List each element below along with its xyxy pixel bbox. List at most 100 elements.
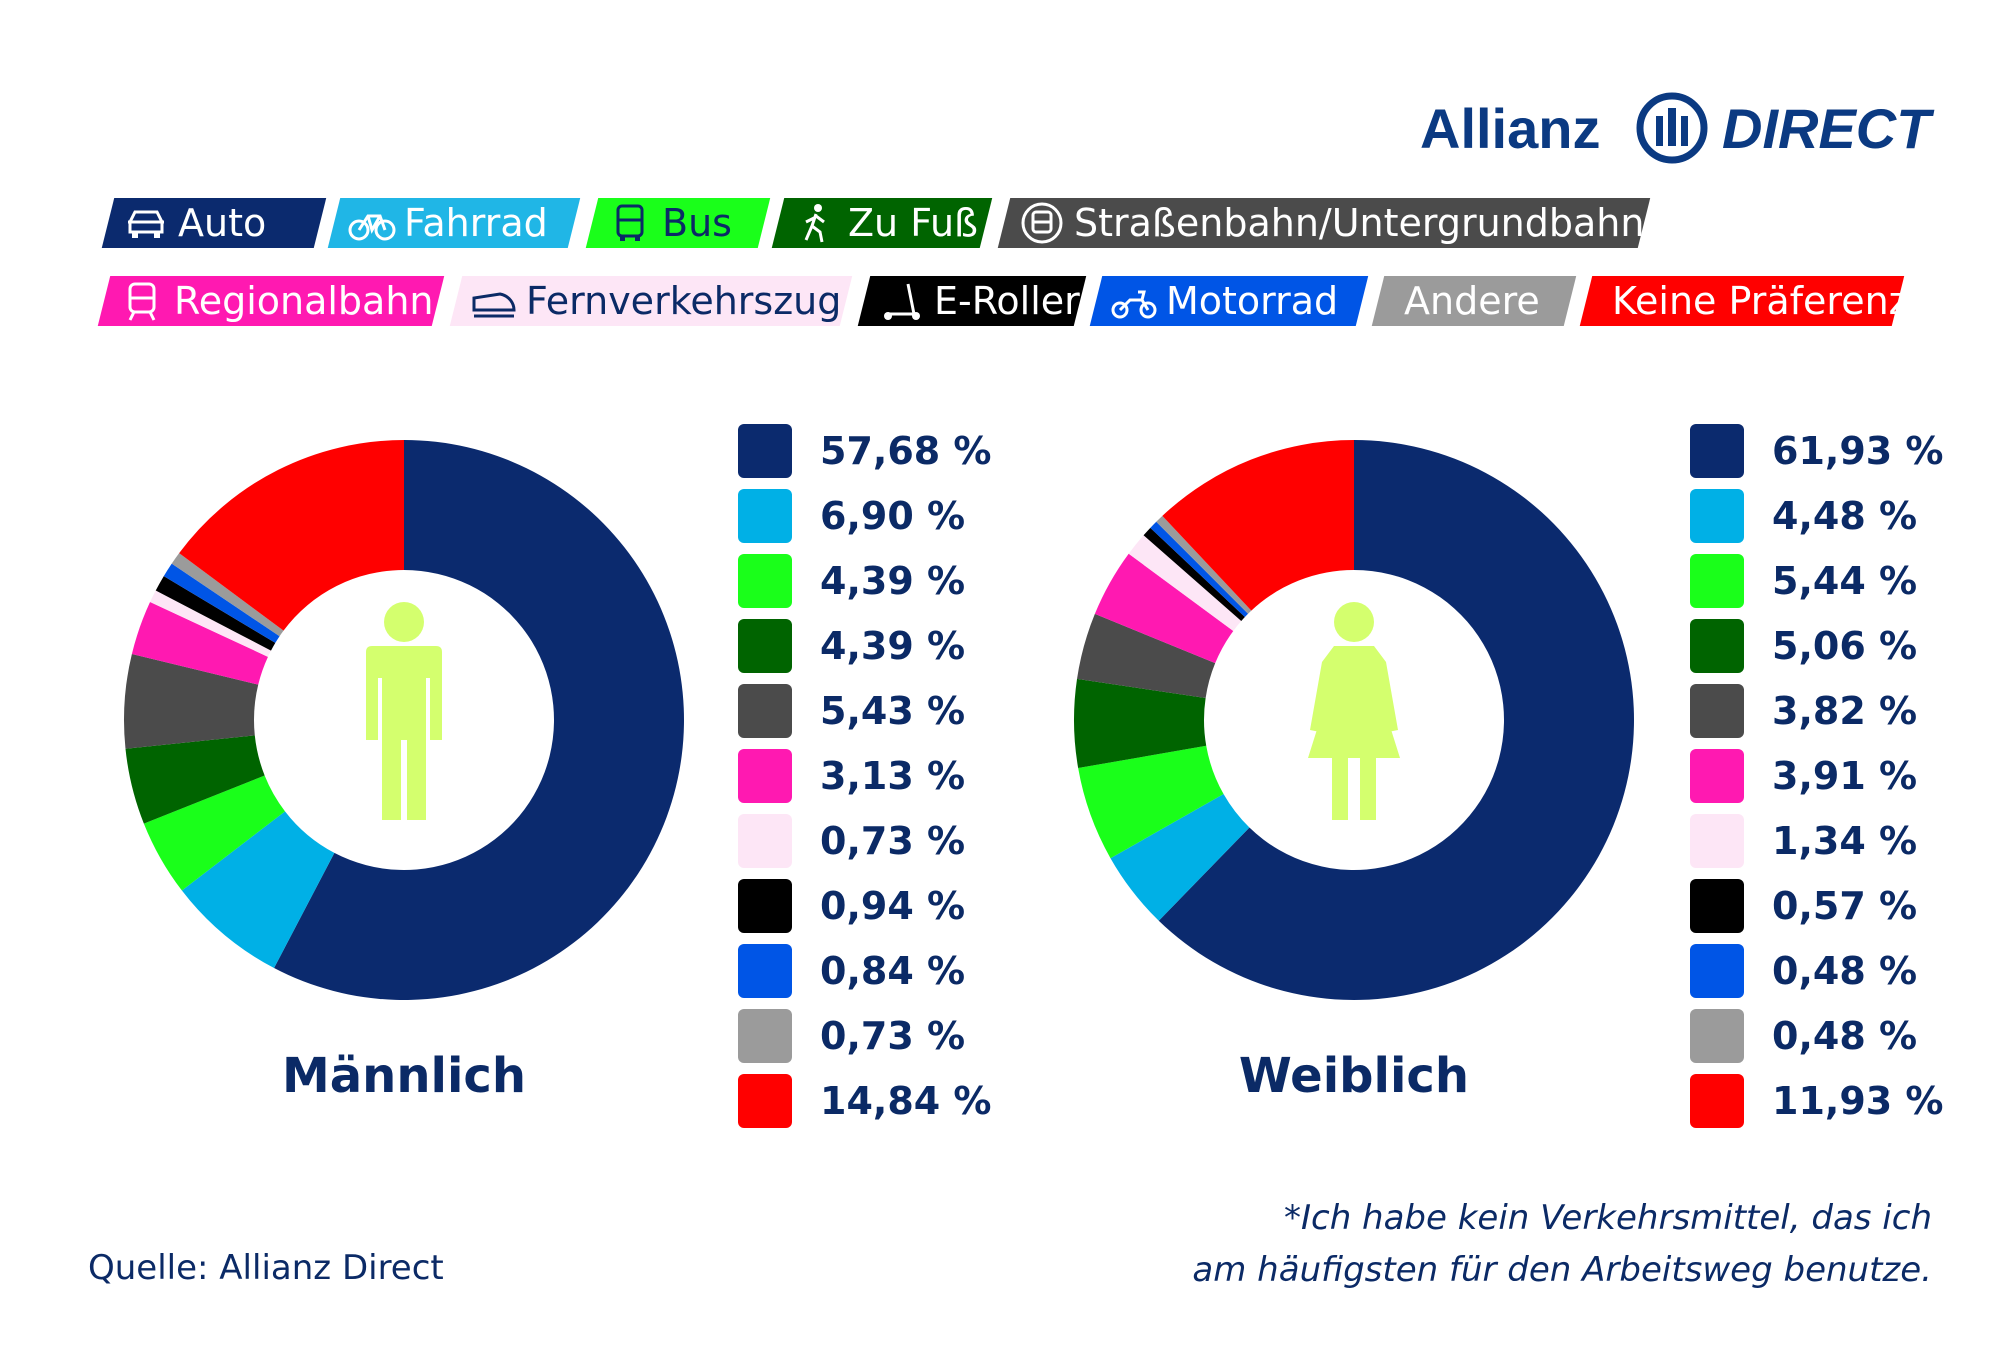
slice-zu-fuss [1074,678,1207,769]
chart-title-maennlich: Männlich [281,1048,527,1104]
legend-chip-zu-fuss: Zu Fuß [771,198,993,248]
value-row-keine-praeferenz: 14,84 % [738,1068,1038,1133]
footnote-line-1: *Ich habe kein Verkehrsmittel, das ich [1283,1198,1932,1238]
value-swatch [1690,878,1744,933]
slice-andere [1156,515,1252,614]
value-row-fahrrad: 6,90 % [738,483,1038,548]
legend-chip-regionalbahn: Regionalbahn [97,276,445,326]
slice-fahrrad [181,811,335,969]
values-list-maennlich: 57,68 % 6,90 % 4,39 % 4,39 % 5,43 % 3,13 % 0,7… [738,418,1038,1133]
value-label: 0,48 % [1772,948,1918,993]
slice-strassenbahn-untergrundbahn [1077,613,1216,698]
value-swatch [738,423,792,478]
value-swatch [1690,553,1744,608]
value-row-zu-fuss: 4,39 % [738,613,1038,678]
source-text: Quelle: Allianz Direct [88,1248,444,1288]
value-swatch [1690,1073,1744,1128]
value-label: 57,68 % [820,428,992,473]
value-swatch [738,1073,792,1128]
legend-chip-bus: Bus [585,198,771,248]
legend-row-2: Regionalbahn Fernverkehrszug E-Roller Mo… [0,276,2000,328]
value-swatch [738,553,792,608]
legend-label: Straßenbahn/Untergrundbahn [1074,201,1645,245]
legend-label: E-Roller [934,279,1080,323]
donut-chart-maennlich [123,440,684,1001]
value-label: 0,73 % [820,818,966,863]
value-row-fernverkehrszug: 0,73 % [738,808,1038,873]
male-person-icon [366,602,442,820]
value-row-strassenbahn-untergrundbahn: 3,82 % [1690,678,1990,743]
legend-chip-andere: Andere [1371,276,1577,326]
allianz-direct-logo: Allianz DIRECT [1420,92,1935,164]
value-label: 0,57 % [1772,883,1918,928]
legend-chip-fernverkehrszug: Fernverkehrszug [449,276,853,326]
value-label: 3,82 % [1772,688,1918,733]
value-label: 0,73 % [820,1013,966,1058]
value-swatch [1690,813,1744,868]
motorcycle-icon [1111,290,1157,319]
value-row-strassenbahn-untergrundbahn: 5,43 % [738,678,1038,743]
value-label: 3,13 % [820,753,966,798]
legend-chip-keine-praeferenz: Keine Präferenz* [1579,276,1928,326]
value-row-zu-fuss: 5,06 % [1690,613,1990,678]
car-icon [128,210,164,238]
value-swatch [738,748,792,803]
value-swatch [1690,488,1744,543]
donut-chart-weiblich [1074,440,1634,1000]
legend-chip-e-roller: E-Roller [857,276,1087,326]
train-icon [128,282,156,321]
legend-label: Fahrrad [404,201,548,245]
value-row-auto: 61,93 % [1690,418,1990,483]
value-label: 6,90 % [820,493,966,538]
slice-fernverkehrszug [150,590,271,657]
bicycle-icon [348,214,396,241]
slice-keine-praeferenz [179,440,404,631]
tram-icon [1021,202,1063,244]
chart-title-weiblich: Weiblich [1238,1048,1470,1104]
slice-zu-fuss [125,735,265,824]
slice-motorrad [163,563,280,643]
value-label: 0,48 % [1772,1013,1918,1058]
value-swatch [1690,748,1744,803]
footnote-line-2: am häufigsten für den Arbeitsweg benutze… [1192,1250,1932,1290]
value-swatch [1690,1008,1744,1063]
value-label: 11,93 % [1772,1078,1944,1123]
value-swatch [738,813,792,868]
logo-sub: DIRECT [1722,97,1935,160]
value-swatch [1690,618,1744,673]
value-label: 3,91 % [1772,753,1918,798]
value-row-e-roller: 0,57 % [1690,873,1990,938]
legend-label: Keine Präferenz* [1612,279,1928,323]
value-swatch [738,1008,792,1063]
slice-fahrrad [1110,794,1250,921]
bus-icon [616,204,644,241]
legend-row-1: Auto Fahrrad Bus Zu Fuß Straßenbahn/Unte… [0,198,2000,250]
legend-chip-auto: Auto [101,198,327,248]
allianz-eagle-icon [1636,92,1708,164]
value-label: 5,43 % [820,688,966,733]
slice-auto [1158,440,1634,1000]
value-label: 1,34 % [1772,818,1918,863]
values-list-weiblich: 61,93 % 4,48 % 5,44 % 5,06 % 3,82 % 3,91 % 1,3… [1690,418,1990,1133]
value-label: 4,39 % [820,623,966,668]
value-swatch [738,488,792,543]
value-row-motorrad: 0,84 % [738,938,1038,1003]
legend-label: Andere [1404,279,1540,323]
slice-bus [1078,745,1224,859]
slice-strassenbahn-untergrundbahn [123,653,259,749]
value-label: 0,94 % [820,883,966,928]
slice-e-roller [155,576,276,651]
slice-motorrad [1150,521,1249,618]
value-row-regionalbahn: 3,91 % [1690,743,1990,808]
slice-fernverkehrszug [1128,535,1242,631]
value-swatch [1690,683,1744,738]
value-label: 0,84 % [820,948,966,993]
slice-bus [143,775,286,891]
value-row-regionalbahn: 3,13 % [738,743,1038,808]
walking-icon [804,204,825,243]
legend-chip-motorrad: Motorrad [1089,276,1369,326]
legend-chip-fahrrad: Fahrrad [327,198,581,248]
legend-label: Motorrad [1166,279,1339,323]
slice-auto [274,440,684,1001]
value-label: 14,84 % [820,1078,992,1123]
